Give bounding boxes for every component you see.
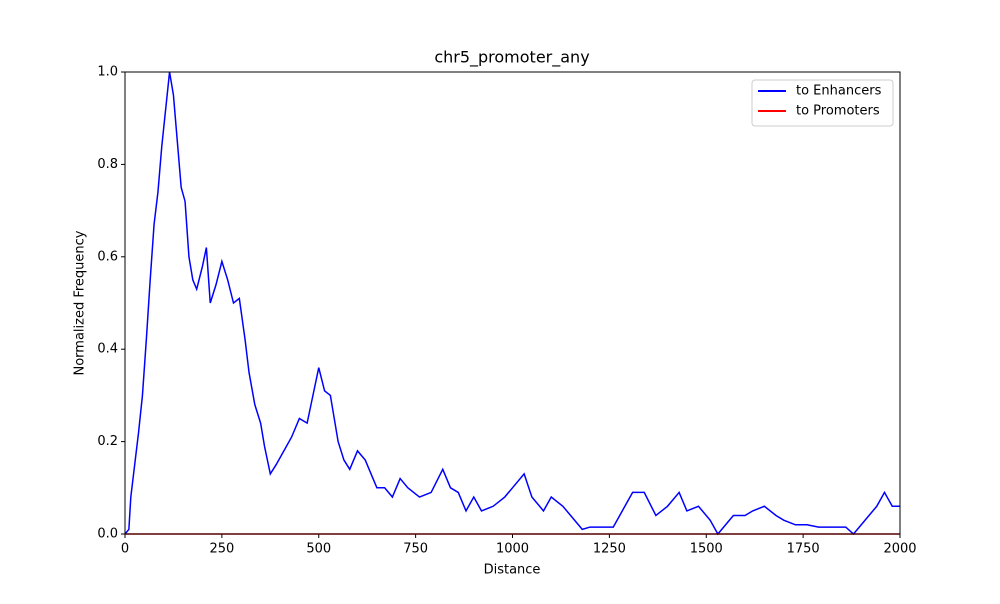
x-tick-label: 0 (121, 542, 129, 557)
legend-label: to Promoters (796, 104, 880, 119)
x-tick-label: 2000 (883, 542, 916, 557)
legend-box (751, 79, 894, 127)
x-axis-label: Distance (484, 563, 541, 578)
x-tick-label: 1250 (593, 542, 626, 557)
x-tick-label: 1750 (787, 542, 820, 557)
plot-frame (124, 71, 901, 535)
x-tick-label: 1000 (496, 542, 529, 557)
x-tick-label: 250 (209, 542, 234, 557)
y-axis-label: Normalized Frequency (73, 230, 88, 375)
y-tick-label: 0.6 (97, 249, 118, 264)
y-tick-label: 0.8 (97, 157, 118, 172)
data-line (124, 71, 900, 536)
chart-title: chr5_promoter_any (434, 48, 589, 68)
legend-label: to Enhancers (796, 84, 882, 99)
x-tick-label: 500 (306, 542, 331, 557)
x-tick-label: 750 (403, 542, 428, 557)
y-tick-label: 1.0 (97, 65, 118, 80)
y-tick-label: 0.0 (97, 527, 118, 542)
y-tick-label: 0.4 (97, 342, 118, 357)
y-tick-label: 0.2 (97, 434, 118, 449)
x-tick-label: 1500 (690, 542, 723, 557)
